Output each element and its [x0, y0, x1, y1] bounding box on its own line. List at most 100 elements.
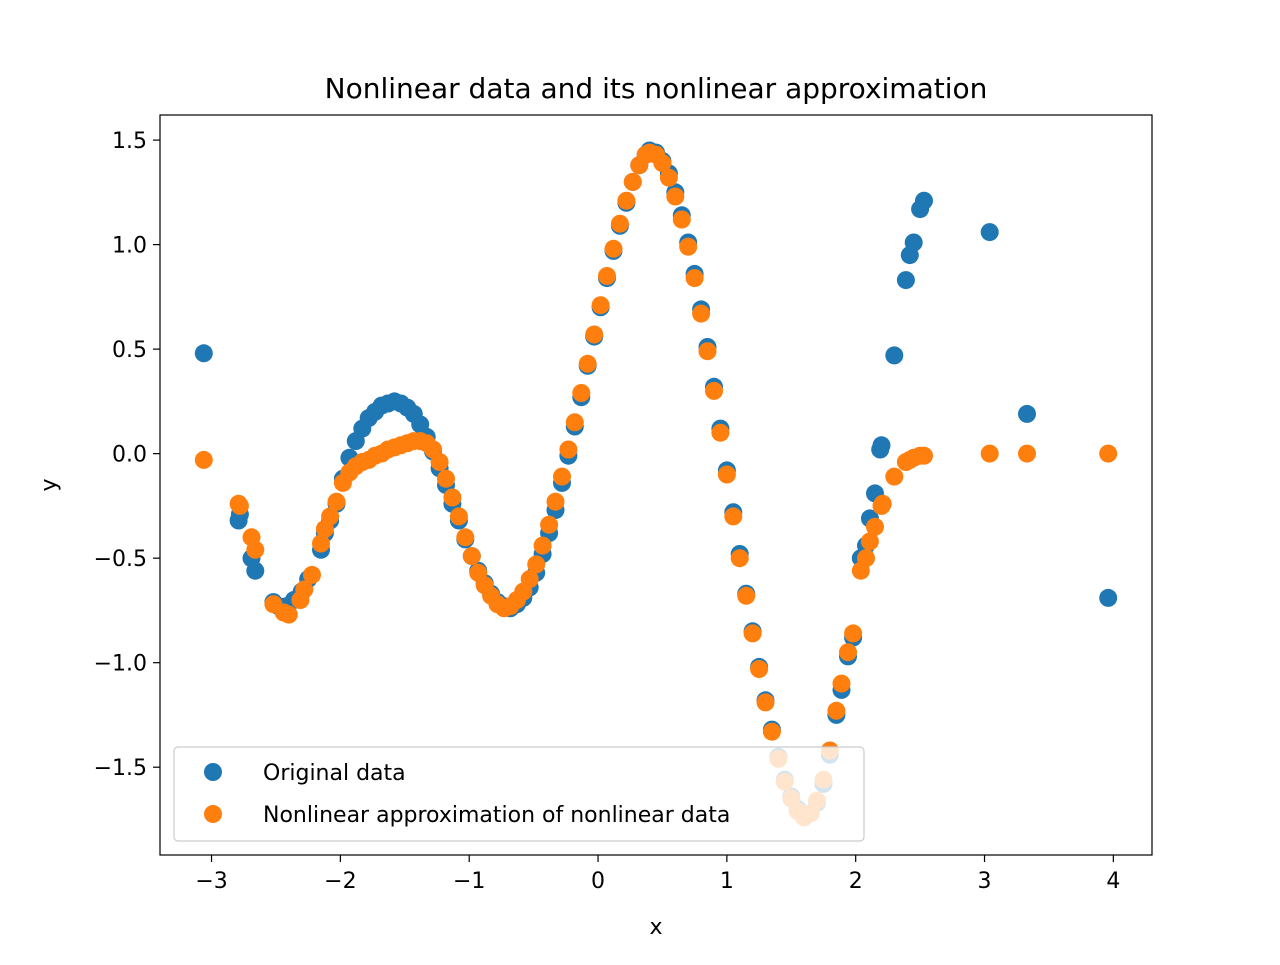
approximation-data-point: [756, 693, 775, 712]
approximation-data-point: [610, 214, 629, 233]
approximation-data-point: [443, 488, 462, 507]
y-tick-label: 1.5: [112, 129, 147, 154]
y-tick-label: −0.5: [94, 547, 147, 572]
approximation-data-point: [844, 624, 863, 643]
approximation-data-point: [520, 570, 539, 589]
approximation-data-point: [295, 580, 314, 599]
approximation-data-point: [866, 517, 884, 536]
series-nonlinear-approximation: [194, 143, 1118, 827]
approximation-data-point: [230, 496, 249, 515]
approximation-data-point: [559, 440, 578, 459]
approximation-data-point: [692, 304, 711, 323]
x-tick-label: 2: [849, 869, 863, 894]
approximation-data-point: [980, 444, 999, 463]
approximation-data-point: [698, 342, 717, 361]
approximation-data-point: [750, 660, 769, 678]
approximation-data-point: [585, 325, 604, 344]
approximation-data-point: [437, 469, 455, 488]
approximation-data-point: [873, 494, 892, 513]
approximation-data-point: [553, 467, 571, 486]
x-tick-label: 3: [978, 869, 992, 894]
y-tick-label: −1.5: [94, 756, 147, 781]
approximation-data-point: [679, 237, 698, 256]
original-data-point: [872, 436, 891, 455]
approximation-data-point: [762, 722, 781, 741]
legend-box: [173, 746, 865, 842]
original-data-point: [885, 346, 904, 365]
approximation-data-point: [685, 269, 704, 288]
approximation-data-point: [827, 701, 846, 720]
approximation-data-point: [303, 565, 321, 584]
legend-marker-original: [204, 763, 222, 781]
approximation-data-point: [327, 492, 346, 511]
y-tick-label: 1.0: [112, 234, 147, 259]
approximation-data-point: [839, 643, 857, 662]
original-data-point: [1018, 404, 1036, 423]
approximation-data-point: [659, 168, 678, 187]
axes-layer: −3 −2 −1 0 1 2 3 4 −1.5 −1.0 −0.5 0.0 0.5 1.0 1.5: [94, 129, 1121, 894]
approximation-data-point: [456, 528, 475, 547]
y-tick-label: −1.0: [94, 652, 147, 677]
approximation-data-point: [705, 381, 723, 400]
approximation-data-point: [598, 267, 616, 285]
approximation-data-point: [885, 467, 904, 486]
approximation-data-point: [666, 187, 685, 206]
approximation-data-point: [1099, 444, 1118, 463]
x-tick-label: −1: [453, 869, 485, 894]
legend-label-original: Original data: [263, 761, 406, 786]
x-tick-label: 4: [1106, 869, 1120, 894]
approximation-data-point: [730, 549, 749, 568]
original-data-point: [896, 271, 915, 290]
approximation-data-point: [672, 210, 691, 229]
plot-frame: [159, 114, 1153, 856]
approximation-data-point: [527, 555, 546, 574]
approximation-data-point: [462, 547, 481, 566]
approximation-data-point: [312, 534, 330, 553]
y-axis-title: y: [37, 478, 62, 491]
approximation-data-point: [194, 450, 213, 469]
approximation-data-point: [617, 191, 636, 210]
approximation-data-point: [623, 172, 642, 191]
approximation-data-point: [533, 536, 552, 555]
approximation-data-point: [653, 154, 672, 173]
legend-marker-approximation: [204, 805, 222, 823]
x-tick-label: −3: [195, 869, 227, 894]
x-tick-label: −2: [324, 869, 356, 894]
legend-label-approximation: Nonlinear approximation of nonlinear dat…: [263, 803, 730, 828]
approximation-data-point: [604, 239, 623, 258]
approximation-data-point: [430, 453, 449, 471]
plot-area: [160, 115, 1152, 855]
x-tick-label: 0: [591, 869, 605, 894]
original-data-point: [246, 561, 265, 580]
approximation-data-point: [1018, 444, 1036, 463]
chart-title: Nonlinear data and its nonlinear approxi…: [325, 72, 988, 105]
approximation-data-point: [279, 605, 298, 624]
original-data-point: [980, 223, 999, 242]
approximation-data-point: [578, 354, 597, 373]
y-tick-label: 0.5: [112, 338, 147, 363]
original-data-point: [904, 233, 923, 252]
approximation-data-point: [591, 296, 610, 315]
approximation-data-point: [540, 515, 559, 534]
approximation-data-point: [915, 446, 933, 465]
approximation-data-point: [832, 674, 851, 693]
approximation-data-point: [546, 492, 565, 511]
approximation-data-point: [572, 384, 591, 402]
approximation-data-point: [565, 413, 584, 432]
approximation-data-point: [321, 507, 340, 526]
original-data-point: [194, 344, 213, 363]
approximation-data-point: [246, 540, 265, 559]
x-axis-title: x: [649, 915, 662, 940]
approximation-data-point: [857, 549, 875, 568]
legend: Original data Nonlinear approximation of…: [173, 746, 865, 842]
approximation-data-point: [743, 624, 762, 643]
approximation-data-point: [449, 507, 468, 526]
original-data-point: [1099, 588, 1118, 607]
approximation-data-point: [860, 532, 879, 551]
approximation-data-point: [717, 465, 736, 484]
approximation-data-point: [711, 423, 730, 442]
approximation-data-point: [737, 586, 756, 605]
original-data-point: [915, 191, 933, 210]
